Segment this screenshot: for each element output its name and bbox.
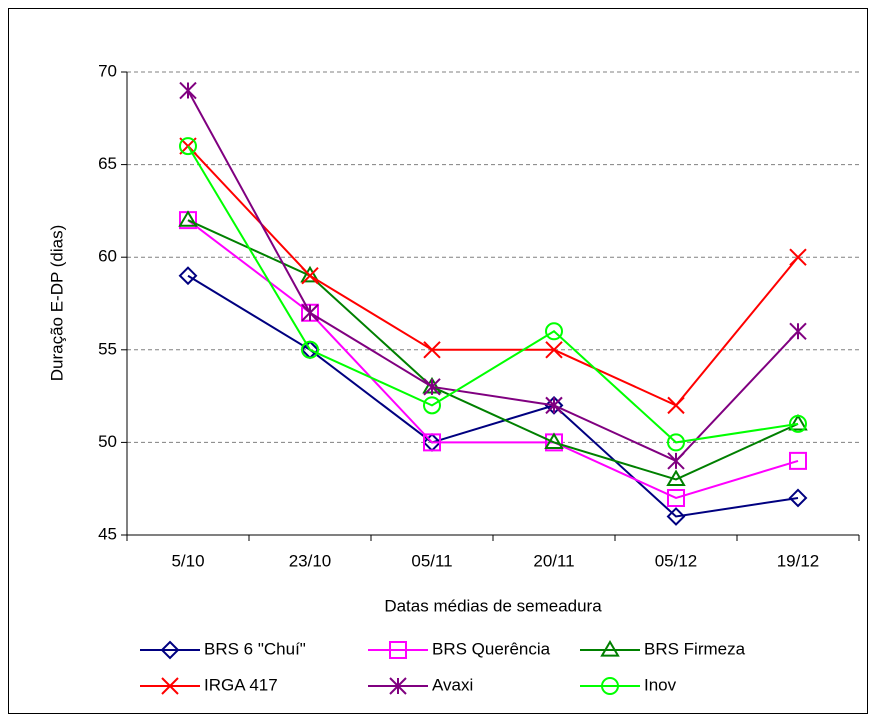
legend-label: BRS Querência [432,639,551,658]
legend-label: Inov [644,675,677,694]
legend-marker [389,641,407,659]
legend-marker [161,677,179,695]
x-tick-label: 20/11 [533,551,574,570]
marker [789,451,807,470]
marker [788,413,808,431]
legend-label: BRS 6 "Chuí" [204,639,306,658]
marker [179,81,197,100]
y-axis-label: Duração E-DP (dias) [47,225,66,382]
marker [666,469,686,487]
legend-marker [600,640,620,657]
marker [423,341,441,359]
x-axis-label: Datas médias de semeadura [384,596,602,615]
chart-frame [8,8,868,714]
y-tick-label: 65 [98,154,117,173]
y-tick-label: 70 [98,61,117,80]
x-tick-label: 05/12 [655,551,698,570]
marker [423,378,441,396]
x-tick-label: 23/10 [289,551,332,570]
marker [545,341,563,359]
marker [300,265,320,283]
marker [301,304,319,322]
x-tick-label: 19/12 [777,551,820,570]
marker [423,433,441,452]
legend-label: BRS Firmeza [644,639,746,658]
marker [178,210,198,227]
marker [545,433,563,452]
x-tick-label: 5/10 [171,551,204,570]
marker [667,396,685,415]
series-line [187,145,799,407]
marker [667,452,685,470]
y-tick-label: 55 [98,339,117,358]
marker [789,322,807,340]
y-tick-label: 50 [98,432,117,451]
marker [179,211,197,230]
marker [667,488,685,507]
legend-marker [601,677,619,695]
legend-label: Avaxi [432,675,473,694]
marker [301,267,319,285]
marker [301,340,319,359]
marker [545,396,563,415]
series-line [187,274,799,518]
marker [423,396,441,415]
y-tick-label: 60 [98,247,117,266]
legend-marker [160,640,180,660]
marker [788,488,808,508]
marker [179,137,197,156]
marker [789,414,807,433]
marker [666,507,686,526]
legend-label: IRGA 417 [204,675,278,694]
series-line [187,219,799,481]
series-line [187,219,799,500]
marker [544,432,564,449]
marker [178,266,198,286]
series-line [187,145,799,444]
y-tick-label: 45 [98,524,117,543]
marker [667,433,685,452]
x-tick-label: 05/11 [411,551,452,570]
legend-marker [389,677,407,695]
marker [545,322,563,341]
marker [789,248,807,266]
